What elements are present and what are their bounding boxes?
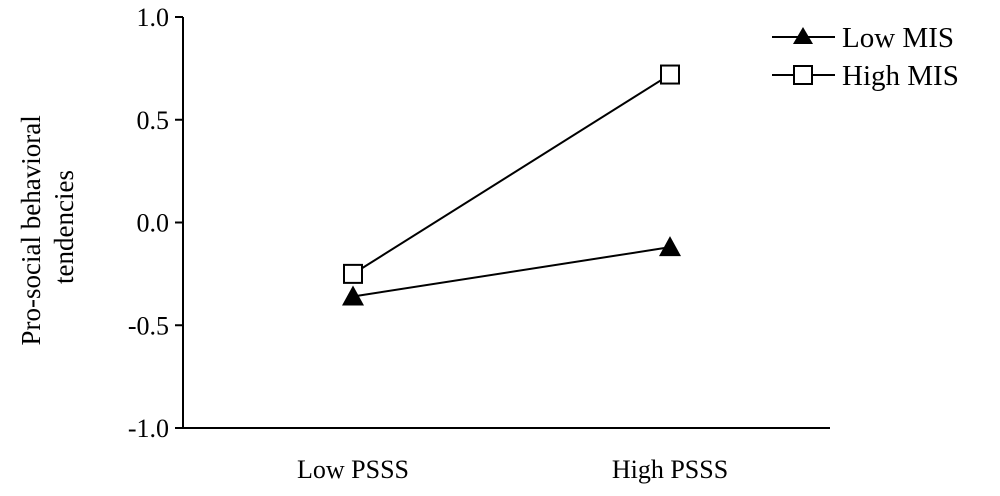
data-point-high-mis	[343, 263, 363, 284]
series-line-high-mis	[352, 73, 671, 275]
y-tick-label: -1.0	[128, 414, 169, 443]
y-ticks: 1.0 0.5 0.0 -0.5 -1.0	[128, 3, 183, 443]
series-line-low-mis	[352, 246, 671, 298]
axes	[182, 17, 830, 429]
y-tick-label: -0.5	[128, 311, 169, 340]
x-tick-labels: Low PSSS High PSSS	[297, 455, 728, 484]
x-tick-label: High PSSS	[612, 455, 728, 484]
legend: Low MIS High MIS	[772, 22, 959, 92]
y-tick-label: 1.0	[137, 3, 170, 32]
legend-square-marker-icon	[793, 65, 813, 85]
y-tick-label: 0.0	[137, 209, 170, 238]
series-layer	[342, 64, 681, 306]
y-axis-title-line-2: tendencies	[49, 170, 79, 284]
legend-item-low-mis: Low MIS	[772, 22, 954, 54]
data-point-low-mis	[342, 285, 364, 306]
x-tick-label: Low PSSS	[297, 455, 409, 484]
legend-label-low-mis: Low MIS	[842, 22, 954, 54]
y-axis-title-line-1: Pro-social behavioral	[16, 115, 46, 345]
data-point-low-mis	[659, 236, 681, 257]
y-axis-title: Pro-social behavioral tendencies	[16, 109, 79, 346]
data-point-high-mis	[660, 64, 680, 85]
y-tick-label: 0.5	[137, 106, 170, 135]
legend-triangle-marker-icon	[793, 27, 813, 44]
legend-label-high-mis: High MIS	[842, 60, 959, 92]
legend-item-high-mis: High MIS	[772, 60, 959, 92]
